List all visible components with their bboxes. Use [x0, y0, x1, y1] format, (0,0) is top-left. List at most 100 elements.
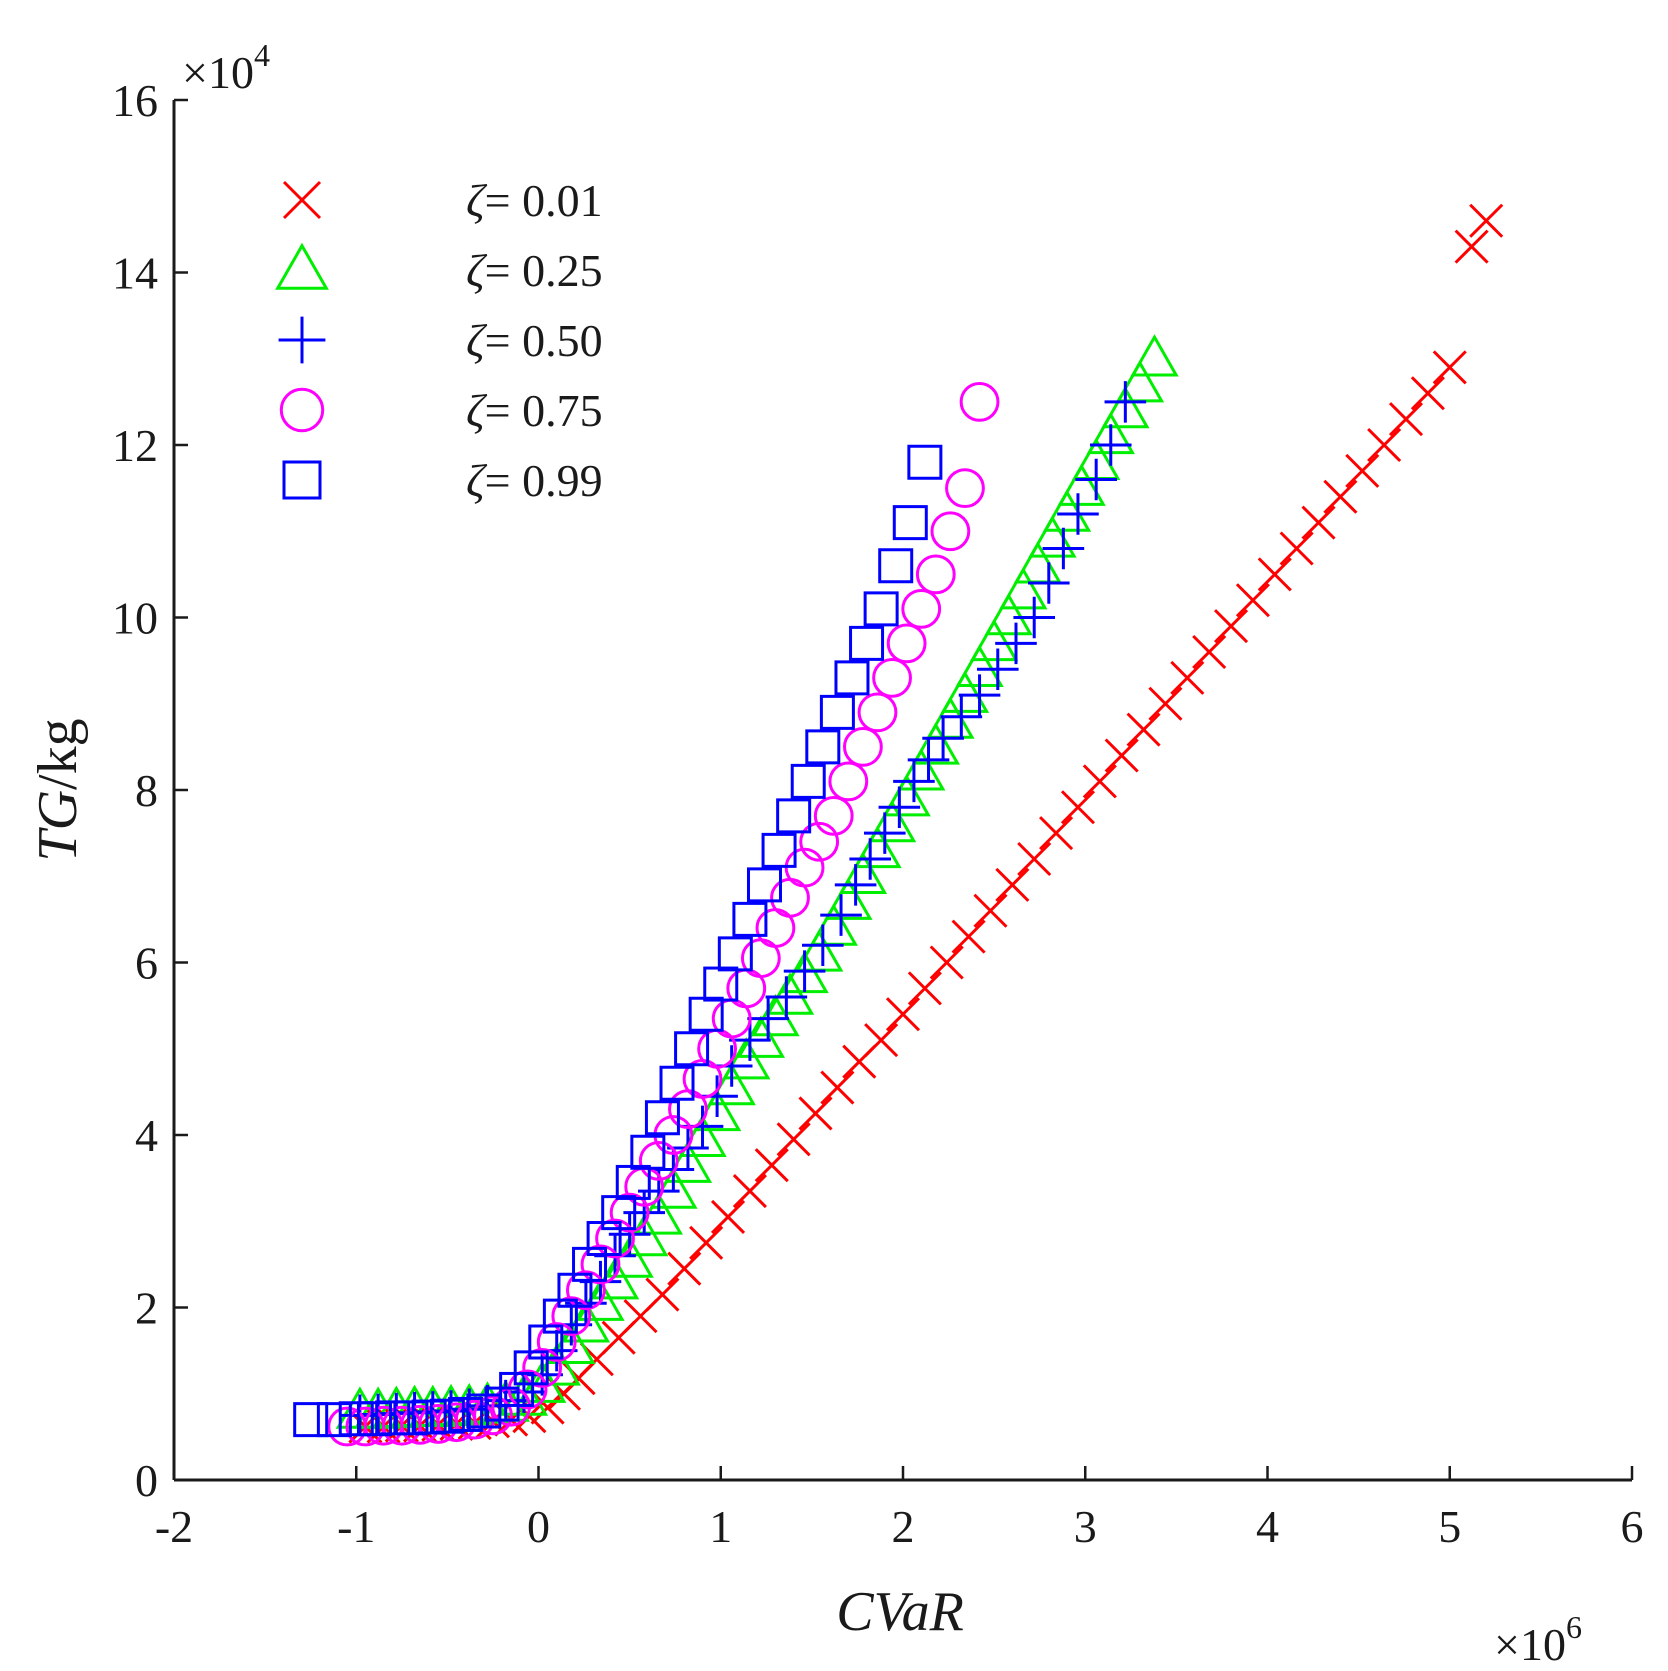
legend-label: ζ= 0.50 [466, 315, 603, 366]
data-point-x [951, 919, 986, 954]
data-point-triangle [853, 825, 902, 869]
data-point-x [732, 1173, 767, 1209]
data-point-triangle [940, 670, 990, 713]
data-point-triangle [1057, 463, 1106, 506]
data-point-x [1410, 376, 1445, 411]
data-point-square [732, 901, 768, 937]
data-point-plus [765, 976, 808, 1018]
data-point-circle [901, 588, 942, 629]
data-point-triangle [867, 799, 917, 843]
data-point-x [1345, 453, 1380, 488]
legend-item: ζ= 0.50 [278, 315, 603, 366]
y-axis-title-var: TG [27, 790, 89, 862]
legend-label-symbol: ζ [466, 175, 488, 226]
data-point-circle [915, 554, 956, 595]
data-point-circle [522, 1347, 563, 1388]
data-point-x [1060, 790, 1096, 825]
data-point-triangle [809, 903, 858, 946]
data-point-x [1039, 816, 1074, 851]
x-tick-label: -1 [337, 1501, 375, 1552]
data-point-x [1257, 557, 1292, 592]
data-point-x [885, 997, 921, 1032]
legend-label-value: = 0.50 [485, 315, 603, 366]
data-point-circle [872, 657, 912, 698]
data-point-plus [976, 648, 1019, 691]
data-point-triangle [1028, 515, 1077, 558]
data-point-x [1017, 841, 1052, 877]
y-tick-label: 14 [112, 248, 158, 299]
legend-marker-triangle [275, 242, 329, 290]
data-point-circle [595, 1218, 635, 1259]
legend-label-value: = 0.75 [485, 385, 603, 436]
data-point-x [820, 1070, 855, 1105]
data-point-x [1170, 660, 1205, 695]
x-multiplier-label: ×106 [1494, 1609, 1582, 1670]
data-point-triangle [838, 851, 888, 894]
legend: ζ= 0.01ζ= 0.25ζ= 0.50ζ= 0.75ζ= 0.99 [275, 175, 603, 506]
data-point-square [907, 444, 943, 480]
data-point-x [689, 1225, 724, 1260]
legend-marker-plus [278, 316, 326, 364]
data-point-plus [783, 950, 826, 992]
series-triangle [335, 334, 1179, 1429]
y-axis-title: TG/kg [27, 718, 89, 861]
y-tick-label: 0 [135, 1455, 158, 1506]
ticks [172, 98, 1634, 1482]
x-tick-label: 5 [1438, 1501, 1461, 1552]
data-point-square [834, 660, 870, 696]
legend-item: ζ= 0.99 [282, 455, 603, 506]
data-point-triangle [926, 696, 975, 739]
data-point-x [1388, 402, 1424, 437]
data-point-x [1279, 531, 1314, 566]
data-point-square [659, 1065, 695, 1101]
data-point-x [995, 867, 1030, 902]
legend-label-symbol: ζ [466, 455, 488, 506]
legend-label: ζ= 0.99 [466, 455, 603, 506]
x-axis-title: CVaR [836, 1581, 964, 1643]
y-multiplier-exp: 4 [254, 37, 270, 73]
data-point-plus [849, 838, 891, 880]
data-point-square [863, 591, 899, 627]
data-point-square [790, 763, 826, 799]
data-point-square [338, 1401, 374, 1437]
data-point-triangle [1130, 334, 1179, 377]
legend-marker-circle [279, 387, 325, 433]
legend-item: ζ= 0.01 [282, 175, 603, 226]
data-point-square [849, 625, 885, 661]
data-point-circle [930, 511, 971, 552]
legend-label: ζ= 0.75 [466, 385, 603, 436]
data-point-plus [834, 864, 877, 906]
y-tick-label: 2 [135, 1283, 158, 1334]
y-tick-label: 4 [135, 1110, 158, 1161]
data-point-x [1454, 229, 1489, 264]
data-point-x [1213, 609, 1249, 644]
data-point-circle [580, 1244, 621, 1285]
series-circle [327, 381, 1000, 1447]
series-square [293, 444, 943, 1438]
data-point-square [429, 1398, 465, 1434]
data-point-square [644, 1100, 680, 1136]
data-point-plus [1013, 596, 1056, 639]
data-point-square [630, 1134, 666, 1170]
y-axis-title-unit: /kg [27, 718, 89, 790]
data-point-square [878, 548, 914, 584]
data-point-plus [747, 997, 789, 1040]
legend-label-value: = 0.01 [485, 175, 603, 226]
data-point-square [393, 1400, 429, 1436]
x-tick-label: 4 [1256, 1501, 1279, 1552]
data-point-circle [638, 1140, 679, 1181]
data-point-circle [565, 1270, 606, 1311]
legend-label-value: = 0.99 [485, 455, 603, 506]
data-point-x [1082, 764, 1117, 799]
data-point-circle [551, 1296, 592, 1337]
data-point-triangle [499, 1373, 549, 1416]
legend-label: ζ= 0.01 [466, 175, 603, 226]
data-point-square [776, 798, 812, 834]
data-point-square [316, 1402, 352, 1438]
data-point-triangle [999, 567, 1048, 610]
data-point-plus [1075, 458, 1117, 501]
y-tick-label: 16 [112, 75, 158, 126]
data-point-circle [857, 692, 898, 733]
data-point-x [645, 1277, 680, 1312]
